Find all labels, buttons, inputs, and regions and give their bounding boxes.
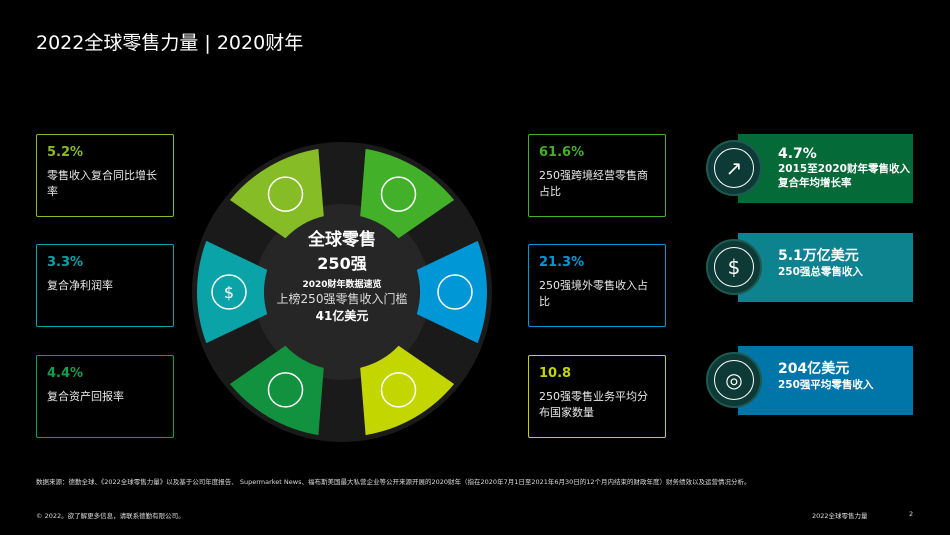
stat-box: 10.8 250强零售业务平均分布国家数量	[528, 355, 666, 438]
page-title: 2022全球零售力量 | 2020财年	[36, 32, 304, 54]
inner-circle	[254, 204, 430, 380]
stat-label: 复合净利润率	[47, 279, 113, 292]
copyright: © 2022。欲了解更多信息，请联系德勤有限公司。	[36, 512, 185, 520]
petal	[416, 240, 487, 344]
card-label: 2015至2020财年零售收入复合年均增长率	[778, 163, 910, 189]
card-value: 4.7%	[778, 146, 817, 162]
center-summary: 全球零售 250强 2020财年数据速览 上榜250强零售收入门槛 41亿美元	[262, 225, 422, 324]
center-title: 全球零售	[308, 230, 376, 250]
stat-label: 250强境外零售收入占比	[539, 279, 648, 308]
globe-grid-icon	[380, 372, 417, 408]
center-subtitle: 2020财年数据速览	[302, 280, 382, 290]
page-number: 2	[909, 510, 914, 518]
stat-value: 61.6%	[539, 145, 585, 160]
stat-value: 4.4%	[47, 366, 84, 381]
stat-value: 10.8	[539, 366, 572, 381]
highlight-card: 204亿美元 250强平均零售收入	[738, 346, 913, 415]
stat-box: 61.6% 250强跨境经营零售商占比	[528, 134, 666, 217]
globe-pin-icon	[437, 274, 473, 310]
stat-label: 零售收入复合同比增长率	[47, 169, 157, 198]
stat-box: 21.3% 250强境外零售收入占比	[528, 244, 666, 327]
growth-chart-icon	[267, 176, 304, 212]
card-value: 5.1万亿美元	[778, 248, 859, 264]
dollar-icon	[211, 274, 247, 310]
card-value: 204亿美元	[778, 361, 850, 377]
petal	[360, 345, 455, 436]
footer-doc-title: 2022全球零售力量	[812, 512, 868, 520]
card-label: 250强平均零售收入	[778, 379, 874, 391]
center-threshold-value: 41亿美元	[315, 309, 369, 323]
coins-icon	[267, 372, 304, 408]
growth-chart-icon: ↗	[706, 140, 762, 196]
dollar-icon: $	[706, 239, 762, 295]
globe-icon	[380, 176, 417, 212]
stat-box: 5.2% 零售收入复合同比增长率	[36, 134, 174, 217]
coins-icon: ◎	[706, 352, 762, 408]
card-label: 250强总零售收入	[778, 266, 863, 278]
stat-value: 3.3%	[47, 255, 84, 270]
stat-box: 3.3% 复合净利润率	[36, 244, 174, 327]
petal	[229, 148, 324, 239]
center-threshold-label: 上榜250强零售收入门槛	[276, 292, 408, 306]
stat-value: 5.2%	[47, 145, 84, 160]
stat-label: 250强跨境经营零售商占比	[539, 169, 648, 198]
wheel-diagram: $	[192, 142, 492, 442]
stat-value: 21.3%	[539, 255, 585, 270]
petal	[360, 148, 455, 239]
highlight-card: 4.7% 2015至2020财年零售收入复合年均增长率	[738, 134, 913, 203]
stat-label: 250强零售业务平均分布国家数量	[539, 390, 648, 419]
stat-label: 复合资产回报率	[47, 390, 124, 403]
petal	[229, 345, 324, 436]
source-note: 数据来源：德勤全球、《2022全球零售力量》以及基于公司年度报告、 Superm…	[36, 478, 751, 486]
center-count: 250强	[317, 254, 367, 273]
dollar-icon-glyph: $	[224, 283, 234, 302]
stat-box: 4.4% 复合资产回报率	[36, 355, 174, 438]
highlight-card: 5.1万亿美元 250强总零售收入	[738, 233, 913, 302]
petal	[197, 240, 268, 344]
